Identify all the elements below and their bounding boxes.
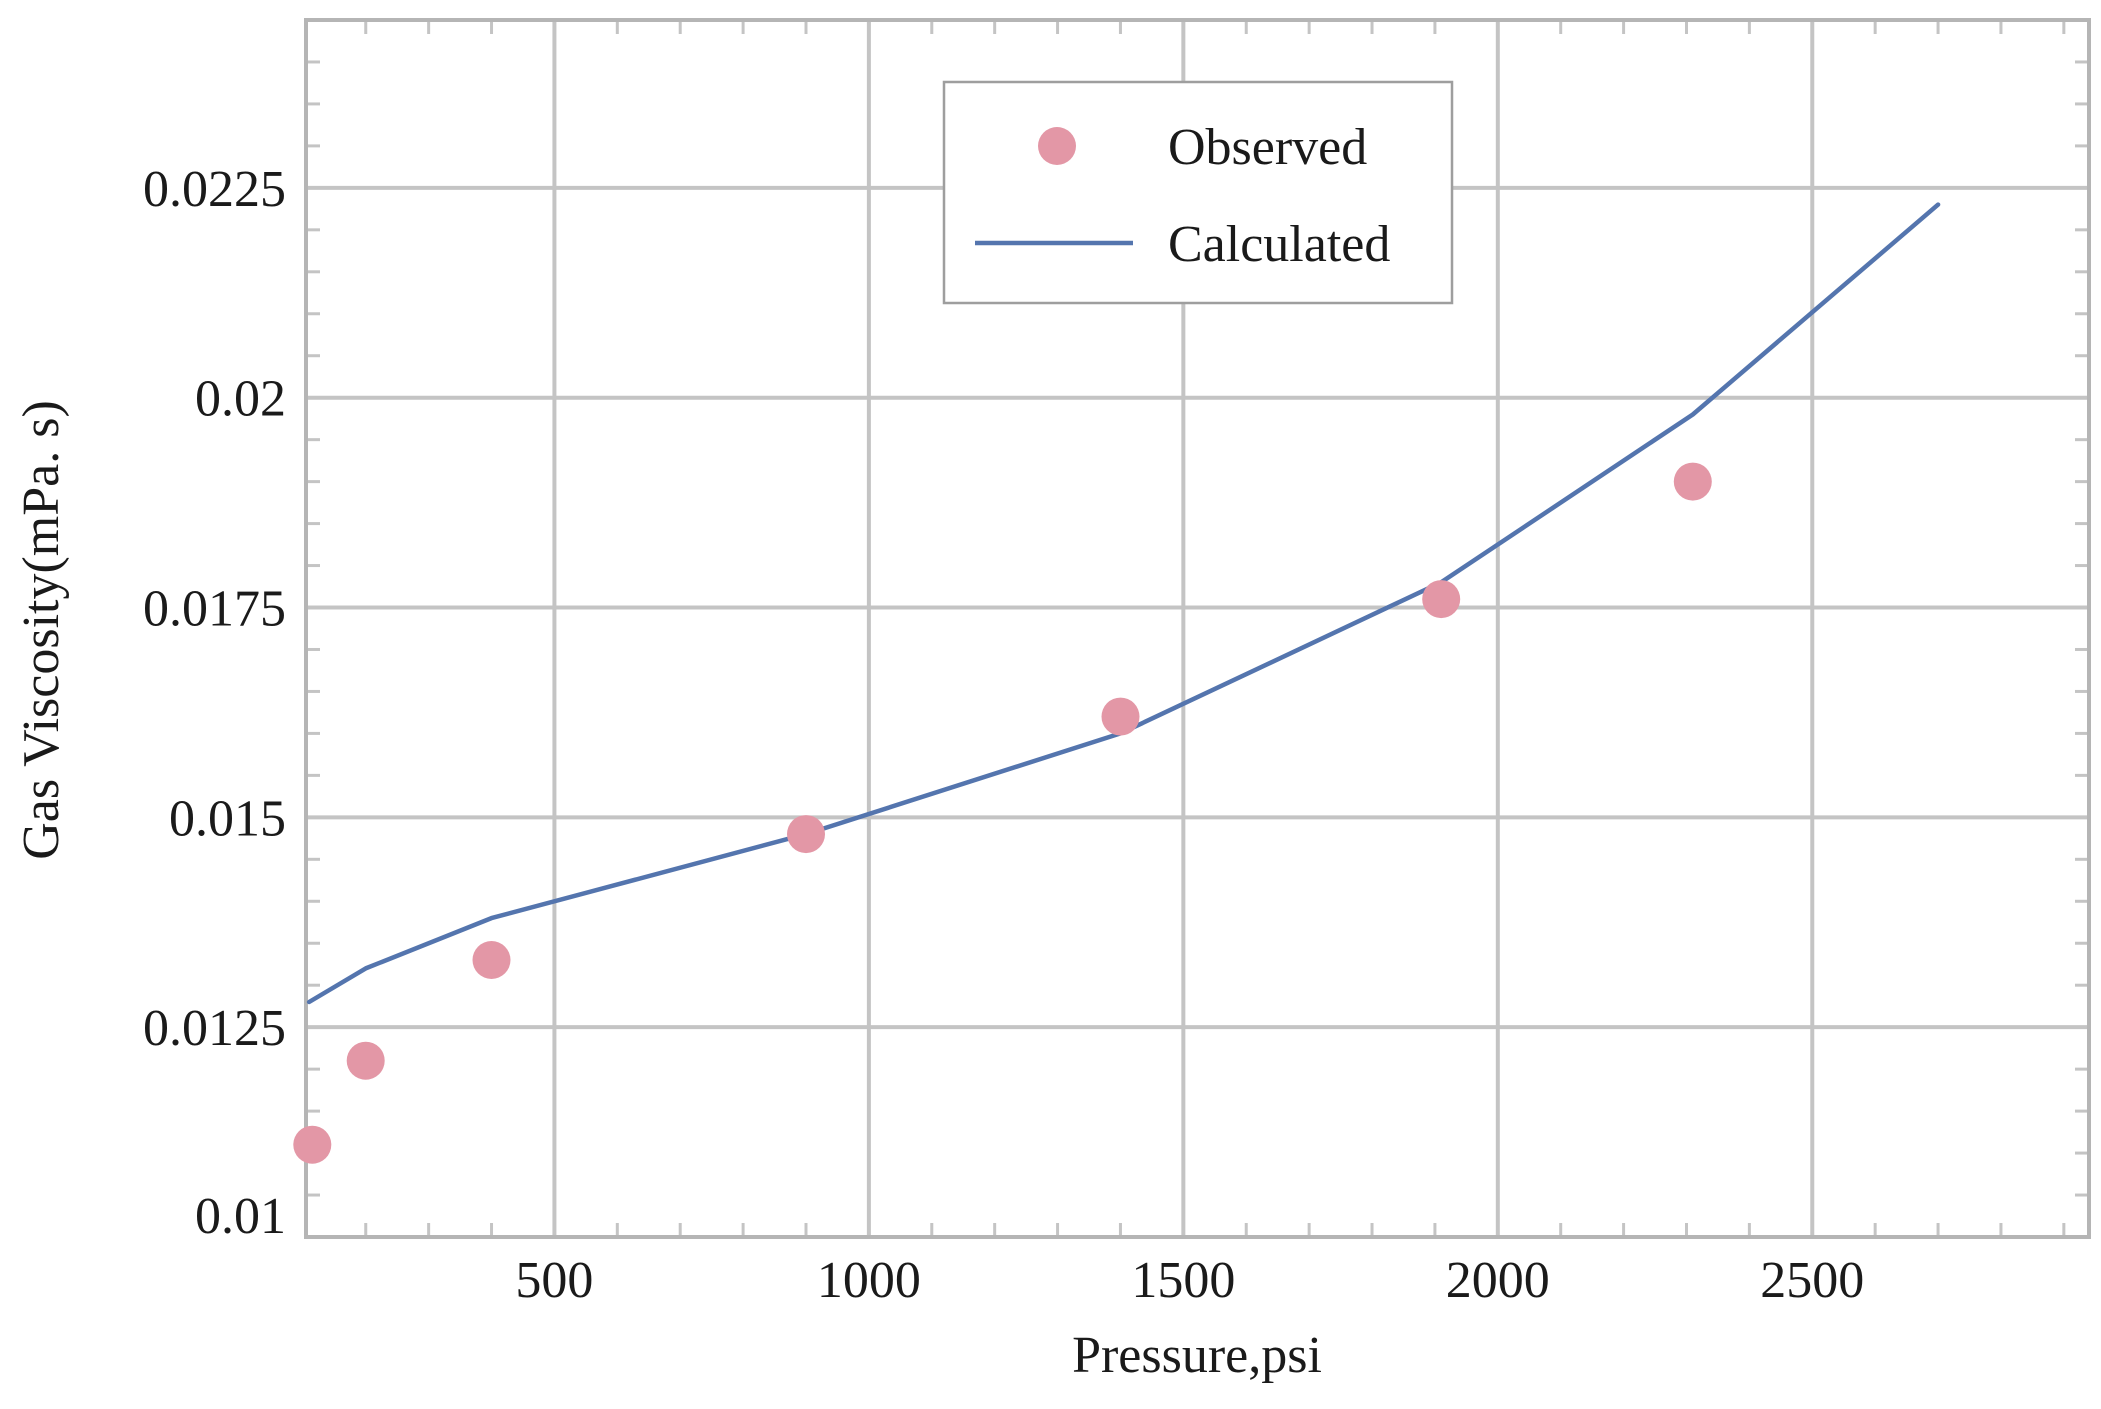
plot-frame — [304, 18, 2091, 1239]
y-tick-label: 0.02 — [195, 371, 286, 428]
observed-point — [472, 941, 511, 979]
x-tick-label: 2500 — [1760, 1252, 1864, 1309]
calculated-line — [306, 202, 1941, 1005]
x-tick-labels: 500 1000 1500 2000 2500 — [515, 1252, 1864, 1309]
y-axis-title: Gas Viscosity(mPa. s) — [13, 400, 70, 860]
y-tick-label: 0.0225 — [143, 161, 286, 218]
observed-point — [1422, 580, 1461, 619]
observed-point — [346, 1041, 385, 1080]
minor-ticks — [306, 20, 2089, 1237]
x-tick-label: 1000 — [817, 1252, 921, 1309]
legend-observed-label: Observed — [1168, 119, 1367, 176]
legend-box — [942, 80, 1454, 305]
x-tick-label: 500 — [515, 1252, 593, 1309]
x-tick-label: 1500 — [1131, 1252, 1235, 1309]
legend: Observed Calculated — [942, 80, 1454, 305]
series — [293, 202, 1941, 1164]
y-tick-labels: 0.01 0.0125 0.015 0.0175 0.02 0.0225 — [143, 161, 286, 1245]
y-tick-label: 0.0175 — [143, 581, 286, 638]
observed-point — [787, 815, 825, 854]
x-axis-title: Pressure,psi — [1072, 1327, 1322, 1384]
x-tick-label: 2000 — [1446, 1252, 1550, 1309]
legend-observed-marker — [1038, 127, 1076, 165]
y-tick-label: 0.015 — [169, 790, 286, 847]
y-tick-label: 0.01 — [195, 1188, 286, 1245]
observed-point — [293, 1125, 332, 1164]
legend-calculated-label: Calculated — [1168, 216, 1390, 273]
y-tick-label: 0.0125 — [143, 1000, 286, 1057]
observed-point — [1101, 697, 1140, 736]
observed-point — [1673, 462, 1712, 501]
